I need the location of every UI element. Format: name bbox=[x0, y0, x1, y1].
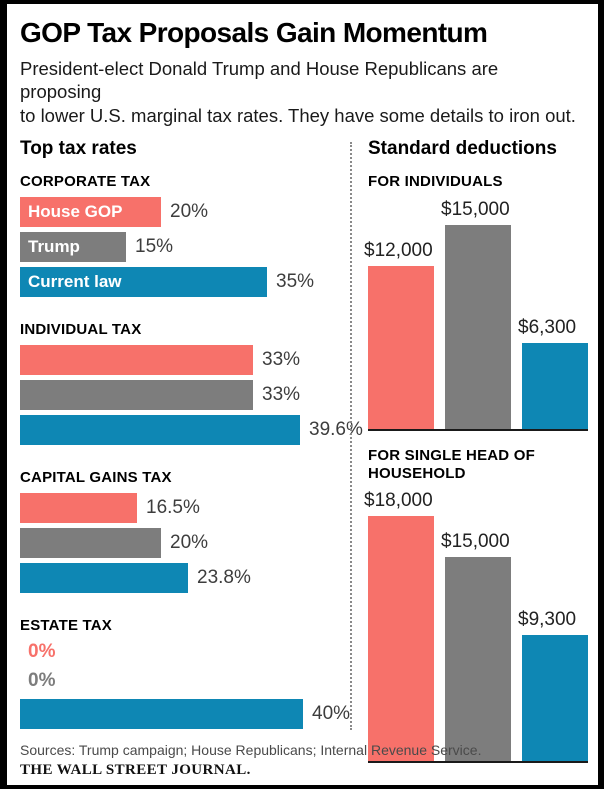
bar-value-label: 23.8% bbox=[197, 567, 251, 589]
left-column-title: Top tax rates bbox=[20, 138, 137, 160]
tax-group-corporate-tax: CORPORATE TAX House GOP 20% Trump 15% Current… bbox=[20, 173, 350, 298]
vbar-current-law bbox=[522, 635, 588, 762]
tax-group-estate-tax: ESTATE TAX 0% 0% 40% bbox=[20, 617, 351, 730]
bar-value-label: 35% bbox=[276, 271, 315, 293]
vbar-value-label: $18,000 bbox=[364, 490, 433, 512]
bar-value-label: 16.5% bbox=[146, 497, 200, 519]
bar-house-gop: House GOP bbox=[20, 197, 161, 228]
page-title: GOP Tax Proposals Gain Momentum bbox=[20, 17, 488, 48]
vbar-value-label: $6,300 bbox=[518, 316, 577, 338]
chart-baseline bbox=[368, 761, 588, 764]
vbar-value-label: $15,000 bbox=[441, 198, 510, 220]
bar-row-trump: 20% bbox=[20, 528, 350, 559]
bar-value-label: 20% bbox=[170, 532, 209, 554]
vbar-column-house-gop: $12,000 bbox=[364, 240, 434, 429]
bar-value-label: 40% bbox=[312, 703, 351, 725]
bar-row-house-gop: House GOP 20% bbox=[20, 197, 350, 228]
vbar-value-label: $12,000 bbox=[364, 239, 433, 261]
bar-house-gop bbox=[20, 345, 253, 376]
chart-subheading: FOR SINGLE HEAD OF HOUSEHOLD bbox=[368, 446, 535, 482]
vbar-house-gop bbox=[368, 265, 434, 429]
bar-row-current-law: 39.6% bbox=[20, 415, 363, 446]
bar-value-label: 33% bbox=[262, 349, 301, 371]
bar-row-current-law: Current law 35% bbox=[20, 267, 350, 298]
bar-value-label: 20% bbox=[170, 201, 209, 223]
bar-trump bbox=[20, 380, 253, 411]
vbar-column-current-law: $9,300 bbox=[518, 609, 588, 762]
vbar-current-law bbox=[522, 342, 588, 429]
bar-value-label: 33% bbox=[262, 384, 301, 406]
top-tax-rates-chart: CORPORATE TAX House GOP 20% Trump 15% Current… bbox=[20, 173, 363, 730]
footer: Sources: Trump campaign; House Republica… bbox=[20, 734, 584, 779]
vbar-column-house-gop: $18,000 bbox=[364, 490, 434, 762]
vchart-for-individuals: FOR INDIVIDUALS $12,000 $15,000 $6,300 bbox=[364, 173, 588, 431]
wsj-brand: THE WALL STREET JOURNAL. bbox=[20, 762, 251, 778]
vbar-column-trump: $15,000 bbox=[441, 199, 511, 429]
bar-current-law: Current law bbox=[20, 267, 267, 298]
top-tax-rates-column: Top tax rates CORPORATE TAX House GOP 20% T… bbox=[20, 138, 363, 734]
chart-subheading: FOR INDIVIDUALS bbox=[368, 173, 503, 191]
standard-deductions-chart: FOR INDIVIDUALS $12,000 $15,000 $6,300 FOR S… bbox=[364, 173, 588, 764]
column-divider bbox=[350, 142, 352, 730]
bar-current-law bbox=[20, 415, 300, 446]
bar-series-label: Current law bbox=[28, 272, 122, 292]
vbar-trump bbox=[445, 557, 511, 762]
bar-series-label: Trump bbox=[28, 237, 80, 257]
vchart-plot: $12,000 $15,000 $6,300 bbox=[364, 198, 588, 429]
group-heading: INDIVIDUAL TAX bbox=[20, 321, 142, 339]
vchart-for-single-head-of-household: FOR SINGLE HEAD OF HOUSEHOLD $18,000 $15,0… bbox=[364, 446, 588, 764]
tax-group-capital-gains-tax: CAPITAL GAINS TAX 16.5% 20% 23.8% bbox=[20, 469, 350, 594]
bar-row-trump: 0% bbox=[20, 670, 350, 692]
bar-row-house-gop: 33% bbox=[20, 345, 350, 376]
bar-series-label: House GOP bbox=[28, 202, 123, 222]
bar-current-law bbox=[20, 699, 303, 730]
zero-value-label: 0% bbox=[28, 670, 56, 692]
group-heading: CORPORATE TAX bbox=[20, 173, 151, 191]
vbar-value-label: $15,000 bbox=[441, 531, 510, 553]
standard-deductions-column: Standard deductions FOR INDIVIDUALS $12,0… bbox=[364, 138, 588, 764]
bar-value-label: 39.6% bbox=[309, 419, 363, 441]
vbar-house-gop bbox=[368, 516, 434, 762]
bar-row-house-gop: 0% bbox=[20, 641, 350, 663]
group-heading: ESTATE TAX bbox=[20, 617, 112, 635]
bar-row-current-law: 23.8% bbox=[20, 563, 350, 594]
vbar-column-current-law: $6,300 bbox=[518, 317, 588, 429]
bar-trump bbox=[20, 528, 161, 559]
tax-group-individual-tax: INDIVIDUAL TAX 33% 33% 39.6% bbox=[20, 321, 363, 446]
group-heading: CAPITAL GAINS TAX bbox=[20, 469, 172, 487]
bar-value-label: 15% bbox=[135, 236, 174, 258]
bar-current-law bbox=[20, 563, 188, 594]
bar-row-trump: Trump 15% bbox=[20, 232, 350, 263]
vchart-plot: $18,000 $15,000 $9,300 bbox=[364, 489, 588, 762]
bar-row-house-gop: 16.5% bbox=[20, 493, 350, 524]
page-subtitle: President-elect Donald Trump and House R… bbox=[20, 57, 576, 126]
bar-trump: Trump bbox=[20, 232, 126, 263]
vbar-column-trump: $15,000 bbox=[441, 531, 511, 762]
vbar-trump bbox=[445, 224, 511, 429]
bar-row-current-law: 40% bbox=[20, 699, 351, 730]
charts-area: Top tax rates CORPORATE TAX House GOP 20% T… bbox=[20, 138, 588, 764]
sources-note: Sources: Trump campaign; House Republica… bbox=[20, 742, 482, 758]
right-column-title: Standard deductions bbox=[368, 138, 557, 160]
zero-value-label: 0% bbox=[28, 641, 56, 663]
vbar-value-label: $9,300 bbox=[518, 609, 577, 631]
bar-row-trump: 33% bbox=[20, 380, 350, 411]
chart-baseline bbox=[368, 428, 588, 431]
bar-house-gop bbox=[20, 493, 137, 524]
